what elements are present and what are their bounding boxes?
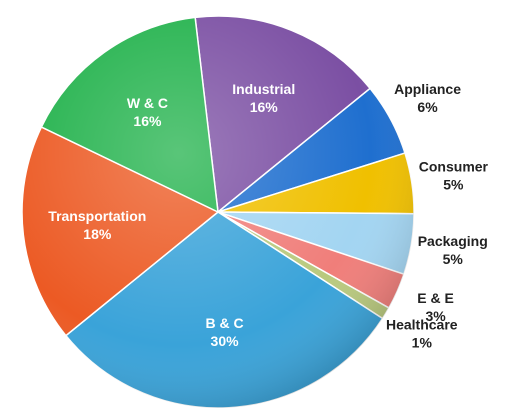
slice-value: 5% [443, 177, 464, 193]
slice-label: Transportation [48, 208, 146, 224]
slice-label: W & C [127, 95, 168, 111]
slice-value: 18% [83, 226, 112, 242]
slice-label: Healthcare [386, 317, 458, 333]
slice-value: 6% [417, 99, 438, 115]
slice-value: 30% [211, 333, 240, 349]
slice-value: 3% [425, 308, 446, 324]
slice-label: B & C [206, 315, 244, 331]
slice-label: Packaging [418, 233, 488, 249]
slice-value: 16% [250, 99, 279, 115]
slice-label: Appliance [394, 81, 461, 97]
slice-value: 16% [133, 113, 162, 129]
slice-value: 5% [443, 251, 464, 267]
slice-label: E & E [417, 290, 454, 306]
slice-value: 1% [412, 335, 433, 351]
slice-label: Industrial [232, 81, 295, 97]
slice-label: Consumer [419, 159, 489, 175]
